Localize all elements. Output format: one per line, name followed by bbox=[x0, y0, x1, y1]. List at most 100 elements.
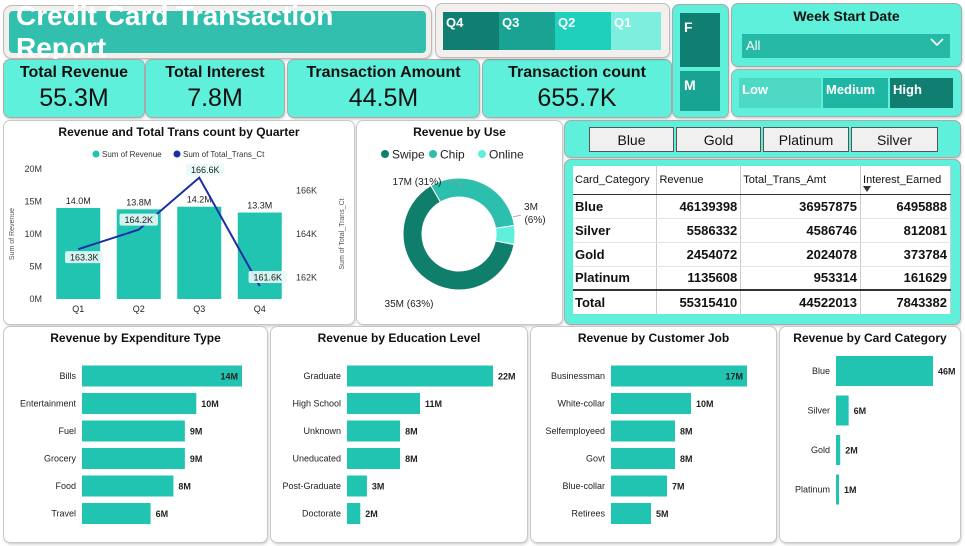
table-row[interactable]: Gold 2454072 2024078 373784 bbox=[573, 242, 951, 267]
kpi-value: 44.5M bbox=[348, 84, 419, 112]
revenue-quarter-chart: Sum of Revenue Sum of Total_Trans_Ct 0M 5M 1… bbox=[9, 150, 346, 314]
chart-title: Revenue by Expenditure Type bbox=[50, 331, 221, 345]
table-cell: 5586332 bbox=[656, 218, 742, 243]
table-cell: 44522013 bbox=[740, 289, 862, 314]
slice-label: 3M bbox=[524, 202, 538, 213]
category-button-silver[interactable]: Silver bbox=[851, 127, 938, 152]
week-dropdown[interactable]: All bbox=[742, 34, 950, 58]
kpi-transaction-count[interactable]: Transaction count 655.7K bbox=[483, 60, 671, 117]
kpi-value: 55.3M bbox=[39, 84, 109, 112]
slice-label: 17M (31%) bbox=[393, 177, 442, 188]
kpi-total-interest[interactable]: Total Interest 7.8M bbox=[146, 60, 284, 117]
table-cell: 55315410 bbox=[656, 289, 742, 314]
bar-data-label: 14M bbox=[220, 372, 238, 382]
level-button-low[interactable]: Low bbox=[739, 78, 821, 108]
report-title: Credit Card Transaction Report bbox=[9, 0, 426, 63]
level-button-high[interactable]: High bbox=[890, 78, 953, 108]
category-button-gold[interactable]: Gold bbox=[676, 127, 761, 152]
quarter-button-q3[interactable]: Q3 bbox=[499, 12, 555, 50]
kpi-label: Total Revenue bbox=[19, 64, 129, 81]
category-label: Unknown bbox=[303, 426, 341, 436]
y2-axis-title: Sum of Total_Trans_Ct bbox=[339, 198, 346, 269]
revenue-by-job-chart: Businessman 17M White-collar 10M Selfemploye… bbox=[545, 365, 747, 524]
card-category-slicer: Blue Gold Platinum Silver bbox=[565, 121, 960, 157]
table-cell: 373784 bbox=[860, 242, 951, 267]
category-label: Blue-collar bbox=[562, 481, 605, 491]
legend-label: Sum of Revenue bbox=[102, 150, 162, 159]
category-bar bbox=[347, 393, 420, 414]
category-label: Bills bbox=[59, 371, 76, 381]
table-cell: 46139398 bbox=[656, 194, 742, 219]
table-row[interactable]: Platinum 1135608 953314 161629 bbox=[573, 266, 951, 291]
line-data-label: 164.2K bbox=[124, 215, 153, 225]
category-bar bbox=[82, 503, 151, 524]
table-cell: Platinum bbox=[573, 266, 658, 291]
chart-title: Revenue by Use bbox=[413, 125, 506, 139]
quarter-button-q4[interactable]: Q4 bbox=[443, 12, 499, 50]
bar-data-label: 8M bbox=[680, 454, 693, 464]
bar-data-label: 2M bbox=[845, 446, 858, 456]
kpi-total-revenue[interactable]: Total Revenue 55.3M bbox=[4, 60, 144, 117]
category-bar bbox=[82, 448, 185, 469]
bar-data-label: 14.0M bbox=[66, 196, 91, 206]
chart-title: Revenue by Education Level bbox=[317, 331, 481, 345]
level-button-medium[interactable]: Medium bbox=[823, 78, 888, 108]
category-bar bbox=[347, 448, 401, 469]
column-header-interest[interactable]: Interest_Earned bbox=[860, 166, 951, 195]
revenue-by-card-category-chart: Blue 46M Silver 6M Gold 2M Platinum 1M bbox=[795, 356, 956, 505]
table-row[interactable]: Silver 5586332 4586746 812081 bbox=[573, 218, 951, 243]
column-header[interactable]: Total_Trans_Amt bbox=[740, 166, 862, 195]
bar-data-label: 46M bbox=[938, 367, 956, 377]
kpi-value: 7.8M bbox=[187, 84, 243, 112]
bar-data-label: 8M bbox=[178, 482, 191, 492]
slice-label: (6%) bbox=[524, 215, 545, 226]
table-cell: 36957875 bbox=[740, 194, 862, 219]
bar-data-label: 11M bbox=[425, 399, 442, 409]
week-slicer-title: Week Start Date bbox=[793, 8, 900, 24]
category-label: Selfemployeed bbox=[545, 426, 605, 436]
column-header[interactable]: Revenue bbox=[656, 166, 742, 195]
category-label: Platinum bbox=[795, 485, 830, 495]
category-label: Blue bbox=[812, 366, 830, 376]
kpi-label: Transaction Amount bbox=[306, 64, 461, 81]
y-tick-label: 0M bbox=[29, 294, 42, 304]
table-cell: Gold bbox=[573, 242, 658, 267]
y2-tick-label: 162K bbox=[296, 272, 317, 282]
category-bar bbox=[611, 393, 691, 414]
x-tick-label: Q4 bbox=[254, 304, 266, 314]
legend-label: Swipe bbox=[392, 148, 425, 162]
table-cell: 953314 bbox=[740, 266, 862, 291]
category-button-platinum[interactable]: Platinum bbox=[763, 127, 849, 152]
table-cell: 4586746 bbox=[740, 218, 862, 243]
bar-data-label: 13.3M bbox=[247, 201, 272, 211]
bar-data-label: 6M bbox=[156, 509, 169, 519]
table-total-row: Total 55315410 44522013 7843382 bbox=[573, 289, 951, 314]
gender-button-f[interactable]: F bbox=[680, 13, 720, 67]
bar-data-label: 8M bbox=[680, 427, 693, 437]
kpi-transaction-amount[interactable]: Transaction Amount 44.5M bbox=[288, 60, 479, 117]
table-row[interactable]: Blue 46139398 36957875 6495888 bbox=[573, 194, 951, 219]
category-label: Govt bbox=[586, 454, 606, 464]
category-label: Entertainment bbox=[20, 399, 77, 409]
table-cell: Blue bbox=[573, 194, 658, 219]
card-category-table-card: Card_Category Revenue Total_Trans_Amt In… bbox=[565, 160, 960, 324]
bar-data-label: 6M bbox=[854, 406, 867, 416]
donut-slice bbox=[494, 224, 516, 246]
quarter-button-q1[interactable]: Q1 bbox=[611, 12, 661, 50]
line-label-bg bbox=[186, 163, 225, 176]
category-button-blue[interactable]: Blue bbox=[589, 127, 674, 152]
category-bar bbox=[611, 365, 747, 387]
gender-button-m[interactable]: M bbox=[680, 71, 720, 111]
revenue-by-card-category-card: Revenue by Card Category Blue 46M Silver 6M… bbox=[780, 327, 960, 542]
category-label: Silver bbox=[807, 406, 830, 416]
line-data-label: 161.6K bbox=[253, 273, 282, 283]
title-banner: Credit Card Transaction Report bbox=[4, 0, 431, 63]
category-bar bbox=[611, 475, 667, 497]
category-bar bbox=[82, 365, 242, 387]
bar-data-label: 1M bbox=[844, 485, 857, 495]
bar-data-label: 22M bbox=[498, 372, 516, 382]
slice-label: 35M (63%) bbox=[385, 299, 434, 310]
column-header[interactable]: Card_Category bbox=[573, 166, 658, 195]
quarter-button-q2[interactable]: Q2 bbox=[555, 12, 611, 50]
quarter-slicer: Q4 Q3 Q2 Q1 bbox=[436, 4, 669, 57]
